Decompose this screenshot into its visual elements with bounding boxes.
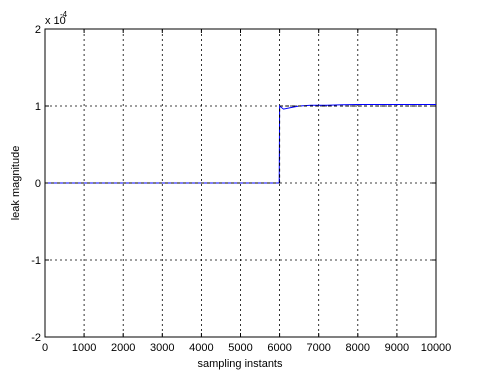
series-line-solid (45, 104, 436, 184)
y-axis-label: leak magnitude (10, 146, 22, 221)
x-tick-label: 2000 (111, 342, 135, 354)
grid (45, 29, 436, 337)
tick-marks (44, 28, 437, 338)
x-tick-label: 10000 (421, 342, 452, 354)
y-tick-label: -2 (31, 332, 41, 344)
x-tick-label: 0 (42, 342, 48, 354)
x-tick-label: 3000 (150, 342, 174, 354)
y-multiplier-exponent: -4 (60, 10, 68, 19)
x-tick-label: 9000 (385, 342, 409, 354)
x-tick-label: 8000 (346, 342, 370, 354)
y-tick-label: -1 (31, 255, 41, 267)
series-group (45, 104, 436, 184)
y-multiplier-base: x 10 (45, 15, 66, 27)
x-tick-label: 5000 (228, 342, 252, 354)
y-tick-label: 0 (35, 178, 41, 190)
x-tick-label: 1000 (72, 342, 96, 354)
y-tick-label: 2 (35, 24, 41, 36)
x-tick-label: 7000 (306, 342, 330, 354)
x-tick-label: 6000 (267, 342, 291, 354)
x-tick-label: 4000 (189, 342, 213, 354)
y-tick-label: 1 (35, 101, 41, 113)
y-tick-labels: -2 -1 0 1 2 (31, 24, 41, 344)
x-axis-label: sampling instants (198, 358, 283, 370)
x-tick-labels: 0 1000 2000 3000 4000 5000 6000 7000 8000 9000 100… (42, 342, 451, 354)
